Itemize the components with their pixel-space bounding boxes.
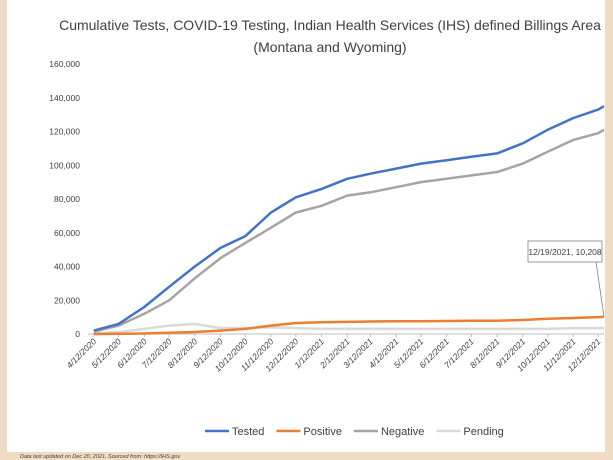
y-tick-label: 0 — [75, 329, 80, 339]
annotation-leader — [595, 261, 605, 317]
y-tick-label: 160,000 — [49, 59, 80, 69]
series-line — [93, 322, 604, 335]
chart-title: (Montana and Wyoming) — [253, 39, 406, 55]
legend-label: Pending — [463, 426, 503, 438]
y-tick-label: 20,000 — [54, 295, 80, 305]
y-tick-label: 140,000 — [49, 93, 80, 103]
legend-label: Tested — [232, 426, 264, 438]
chart-title: Cumulative Tests, COVID-19 Testing, Indi… — [59, 17, 601, 33]
y-tick-label: 80,000 — [54, 194, 80, 204]
series-line — [93, 128, 605, 333]
series-line — [93, 105, 605, 332]
annotation: 12/19/2021, 10,208 — [528, 247, 602, 257]
legend-label: Negative — [381, 426, 424, 438]
y-tick-label: 100,000 — [49, 160, 80, 170]
y-tick-label: 40,000 — [54, 262, 80, 272]
legend-label: Positive — [303, 426, 342, 438]
footer: Data last updated on Dec 20, 2021. Sourc… — [20, 454, 181, 460]
series-line — [93, 315, 605, 336]
y-tick-label: 60,000 — [54, 228, 80, 238]
chart-panel — [7, 0, 605, 452]
annotation-box — [527, 240, 603, 263]
y-tick-label: 120,000 — [49, 127, 80, 137]
